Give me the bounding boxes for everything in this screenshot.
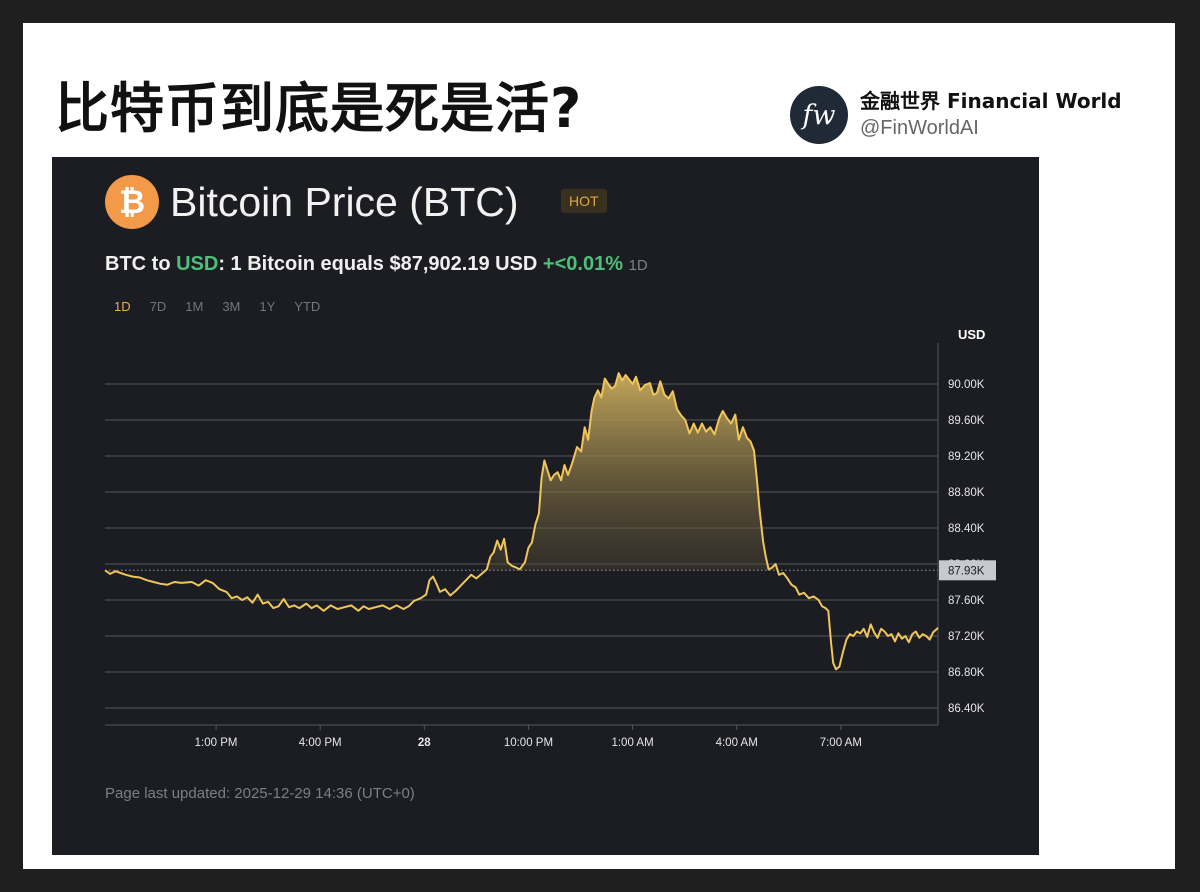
- x-tick-label: 4:00 PM: [299, 737, 342, 749]
- bitcoin-icon: ₿: [105, 175, 159, 229]
- y-tick-label: 88.40K: [948, 523, 985, 535]
- current-price-tag: [939, 560, 996, 581]
- y-axis-unit: USD: [958, 327, 985, 342]
- tab-3m[interactable]: 3M: [222, 299, 241, 314]
- price-body: : 1 Bitcoin equals $87,902.19 USD: [218, 253, 543, 275]
- card-title: Bitcoin Price (BTC): [170, 179, 519, 225]
- brand-text: 金融世界 Financial World @FinWorldAI: [860, 88, 1122, 142]
- y-tick-label: 90.00K: [948, 379, 985, 391]
- y-tick-label: 89.60K: [948, 415, 985, 427]
- change-period: 1D: [628, 257, 648, 274]
- current-price-label: 87.93K: [948, 565, 985, 577]
- last-updated: Page last updated: 2025-12-29 14:36 (UTC…: [105, 785, 415, 802]
- price-change: +<0.01%: [542, 253, 623, 275]
- x-tick-label: 4:00 AM: [716, 737, 758, 749]
- y-tick-label: 87.20K: [948, 631, 985, 643]
- x-tick-label: 1:00 AM: [611, 737, 653, 749]
- price-area: [485, 373, 778, 571]
- tab-1d[interactable]: 1D: [114, 299, 131, 314]
- y-tick-label: 88.80K: [948, 487, 985, 499]
- hot-badge: HOT: [561, 189, 607, 213]
- y-tick-label: 87.60K: [948, 595, 985, 607]
- tab-7d[interactable]: 7D: [149, 299, 167, 314]
- tab-1m[interactable]: 1M: [185, 299, 204, 314]
- tab-1y[interactable]: 1Y: [259, 299, 276, 314]
- headline: 比特币到底是死是活?: [55, 77, 583, 140]
- price-summary: BTC to USD: 1 Bitcoin equals $87,902.19 …: [105, 252, 648, 278]
- y-tick-label: 86.80K: [948, 667, 985, 679]
- bitcoin-price-card: ₿ Bitcoin Price (BTC) HOT BTC to USD: 1 …: [52, 157, 1039, 855]
- brand-handle[interactable]: @FinWorldAI: [860, 117, 979, 139]
- x-tick-label: 10:00 PM: [504, 737, 553, 749]
- tab-ytd[interactable]: YTD: [294, 299, 321, 314]
- price-line: [104, 372, 939, 671]
- price-lead: BTC to: [105, 253, 177, 275]
- y-tick-label: 86.40K: [948, 703, 985, 715]
- x-tick-label: 1:00 PM: [195, 737, 238, 749]
- price-chart[interactable]: USD90.00K89.60K89.20K88.80K88.40K88.00K8…: [52, 157, 1039, 777]
- brand-name[interactable]: 金融世界 Financial World: [860, 89, 1122, 113]
- y-tick-label: 89.20K: [948, 451, 985, 463]
- quote-currency-link[interactable]: USD: [176, 253, 219, 275]
- x-tick-label: 28: [418, 737, 431, 749]
- brand-logo[interactable]: fw: [790, 86, 848, 144]
- brand-header[interactable]: fw 金融世界 Financial World @FinWorldAI: [790, 86, 1122, 144]
- x-tick-label: 7:00 AM: [820, 737, 862, 749]
- timeframe-tabs: 1D 7D 1M 3M 1Y YTD: [114, 299, 320, 314]
